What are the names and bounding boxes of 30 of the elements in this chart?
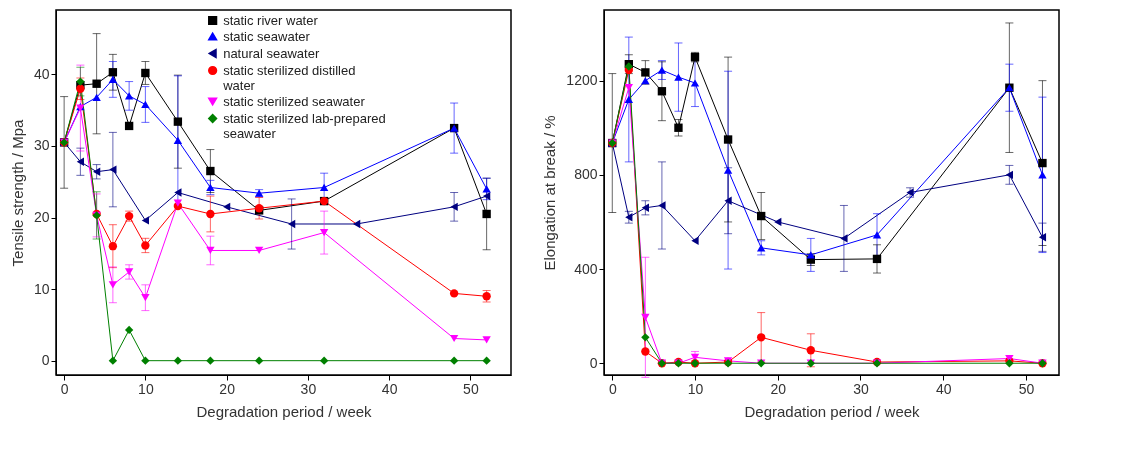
x-tick-label: 30 (300, 380, 317, 397)
x-tick-label: 30 (853, 380, 869, 397)
x-tick-label: 10 (687, 380, 704, 397)
y-tick-label: 10 (33, 280, 50, 297)
y-tick-label: 400 (574, 260, 598, 277)
x-tick-label: 10 (138, 380, 154, 397)
y-axis-title: Elongation at break / % (541, 115, 559, 271)
y-tick-label: 0 (41, 352, 50, 369)
legend-label: static sterilized lab-prepared seawater (223, 110, 386, 141)
x-tick-label: 40 (381, 380, 398, 397)
y-tick-label: 30 (33, 137, 50, 154)
x-tick-label: 20 (219, 380, 236, 397)
x-tick-label: 0 (608, 380, 617, 397)
x-axis-title: Degradation period / week (744, 402, 921, 420)
x-tick-label: 0 (60, 380, 69, 397)
x-tick-label: 50 (463, 380, 479, 397)
y-tick-label: 1200 (566, 72, 598, 89)
legend-label: static river water (223, 12, 319, 28)
y-tick-label: 20 (33, 209, 50, 226)
legend-label: natural seawater (223, 45, 320, 61)
y-axis-title: Tensile strength / Mpa (8, 118, 26, 267)
legend-label: static sterilized seawater (223, 93, 366, 109)
legend-label: static seawater (223, 28, 311, 44)
x-axis-title: Degradation period / week (196, 402, 373, 420)
y-tick-label: 800 (574, 166, 598, 183)
y-tick-label: 0 (589, 354, 598, 371)
x-tick-label: 50 (1018, 380, 1035, 397)
y-tick-label: 40 (33, 65, 50, 82)
x-tick-label: 40 (935, 380, 952, 397)
x-tick-label: 20 (770, 380, 787, 397)
